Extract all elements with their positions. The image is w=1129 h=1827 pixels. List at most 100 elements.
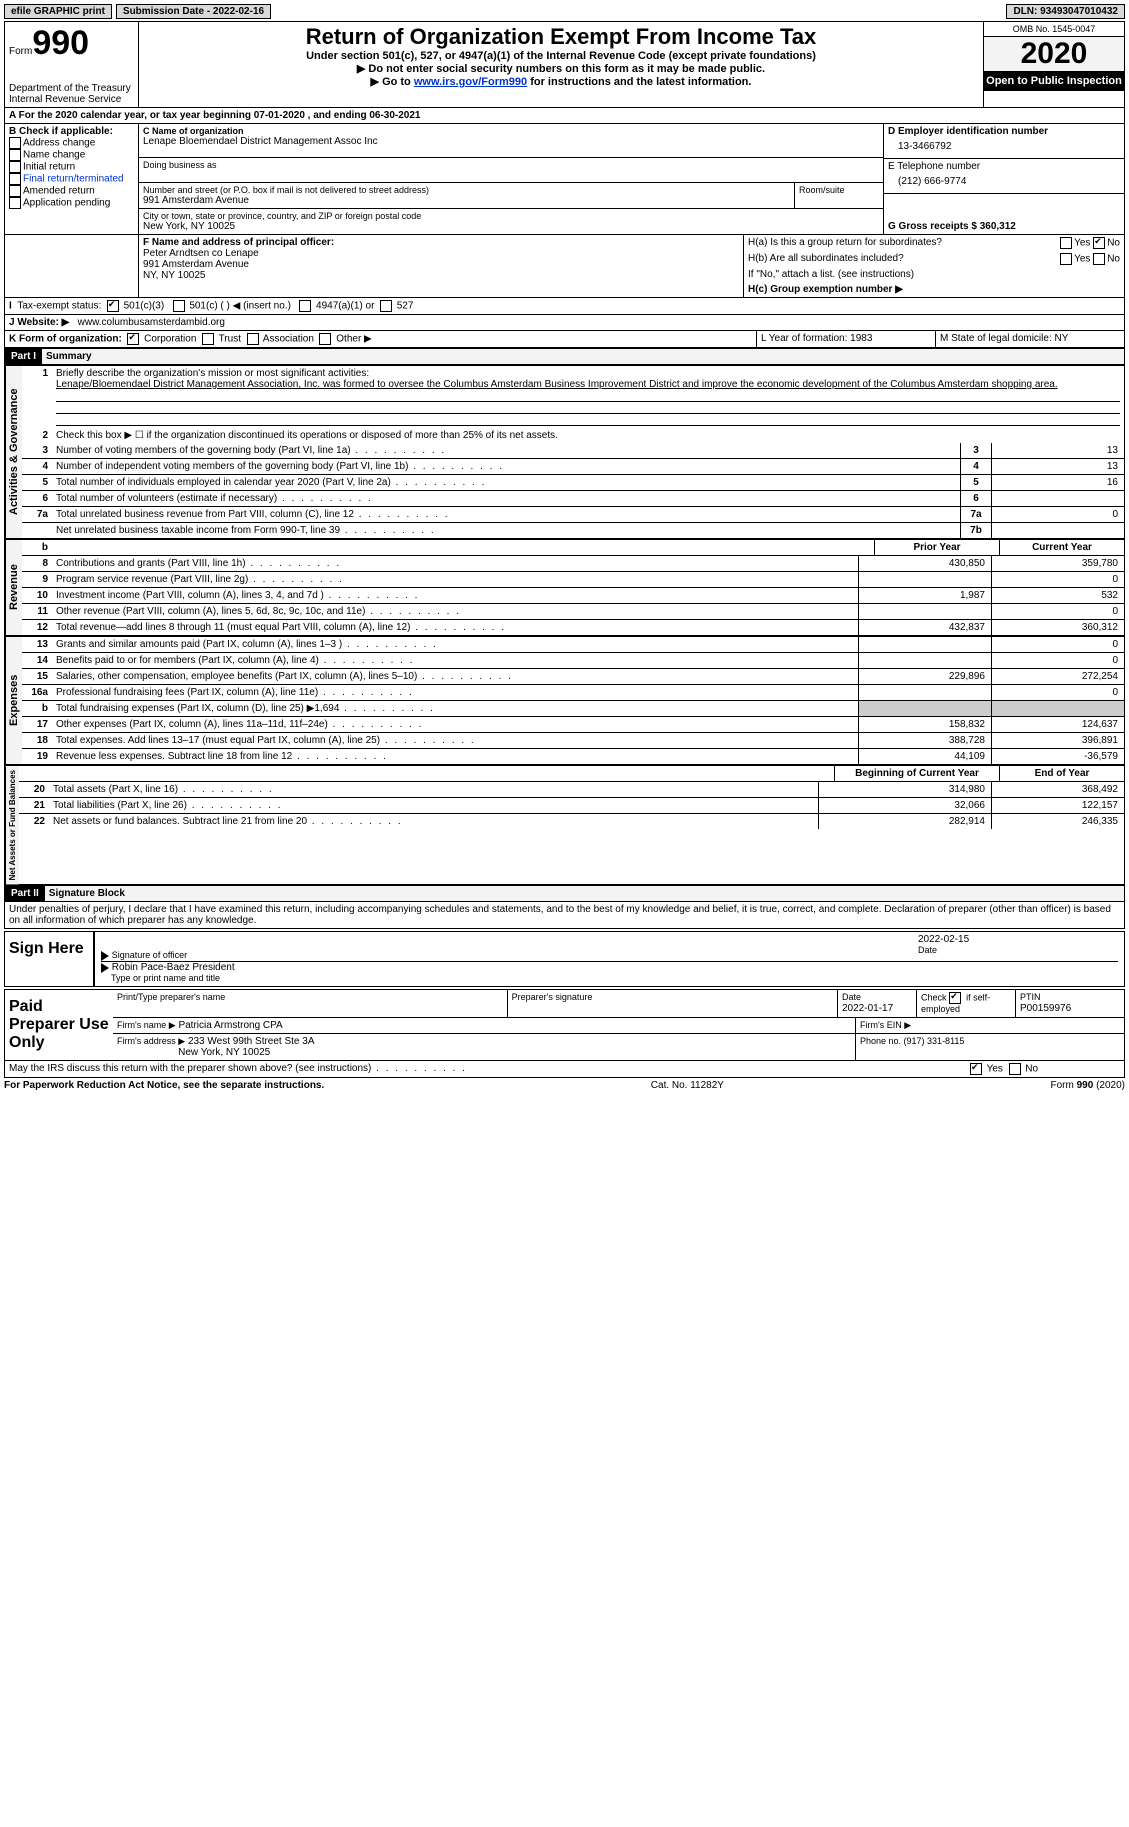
check-527[interactable] (380, 300, 392, 312)
officer-addr2: NY, NY 10025 (143, 270, 739, 281)
ha-label: H(a) Is this a group return for subordin… (748, 237, 1060, 249)
instructions-link[interactable]: www.irs.gov/Form990 (414, 76, 527, 88)
net-block: Net Assets or Fund Balances Beginning of… (4, 765, 1125, 885)
hb-label: H(b) Are all subordinates included? (748, 253, 1060, 265)
gov-block: Activities & Governance 1 Briefly descri… (4, 365, 1125, 539)
check-trust[interactable] (202, 333, 214, 345)
footer: For Paperwork Reduction Act Notice, see … (4, 1080, 1125, 1091)
check-final-return[interactable] (9, 173, 21, 185)
exp-side-label: Expenses (5, 637, 22, 764)
org-city: New York, NY 10025 (143, 221, 879, 232)
check-other[interactable] (319, 333, 331, 345)
check-501c3[interactable] (107, 300, 119, 312)
section-i: I Tax-exempt status: 501(c)(3) 501(c) ( … (4, 298, 1125, 315)
org-name: Lenape Bloemendael District Management A… (143, 136, 879, 147)
org-address: 991 Amsterdam Avenue (143, 195, 790, 206)
section-klm: K Form of organization: Corporation Trus… (4, 331, 1125, 348)
form-label: Form (9, 46, 32, 57)
officer-addr1: 991 Amsterdam Avenue (143, 259, 739, 270)
summary-row: bTotal fundraising expenses (Part IX, co… (22, 701, 1124, 717)
subtitle-3: ▶ Go to www.irs.gov/Form990 for instruct… (141, 75, 981, 88)
addr-label: Number and street (or P.O. box if mail i… (143, 185, 790, 195)
box-d-label: D Employer identification number (888, 126, 1120, 137)
hb-no[interactable] (1093, 253, 1105, 265)
summary-row: 11Other revenue (Part VIII, column (A), … (22, 604, 1124, 620)
summary-row: 22Net assets or fund balances. Subtract … (19, 814, 1124, 829)
discuss-yes[interactable] (970, 1063, 982, 1075)
check-assoc[interactable] (247, 333, 259, 345)
officer-name: Peter Arndtsen co Lenape (143, 248, 739, 259)
discuss-no[interactable] (1009, 1063, 1021, 1075)
mission-label: Briefly describe the organization's miss… (56, 368, 369, 379)
section-fh: F Name and address of principal officer:… (4, 235, 1125, 298)
hb-yes[interactable] (1060, 253, 1072, 265)
omb-number: OMB No. 1545-0047 (984, 22, 1124, 37)
check-4947[interactable] (299, 300, 311, 312)
discuss-row: May the IRS discuss this return with the… (4, 1061, 1125, 1078)
prep-date: 2022-01-17 (842, 1003, 893, 1014)
phone-value: (212) 666-9774 (888, 172, 1120, 191)
check-amended-return[interactable] (9, 185, 21, 197)
summary-row: 3Number of voting members of the governi… (22, 443, 1124, 459)
net-side-label: Net Assets or Fund Balances (5, 766, 19, 884)
summary-row: 12Total revenue—add lines 8 through 11 (… (22, 620, 1124, 635)
ha-no[interactable] (1093, 237, 1105, 249)
open-inspection: Open to Public Inspection (984, 71, 1124, 91)
arrow-icon (101, 963, 109, 973)
box-g: G Gross receipts $ 360,312 (888, 221, 1016, 232)
firm-addr2: New York, NY 10025 (178, 1047, 270, 1058)
form-number: 990 (32, 24, 89, 62)
part2-header: Part II Signature Block (4, 885, 1125, 902)
box-e-label: E Telephone number (888, 161, 1120, 172)
sign-here-label: Sign Here (5, 932, 93, 986)
line-2: Check this box ▶ ☐ if the organization d… (52, 428, 1124, 443)
website-value: www.columbusamsterdambid.org (78, 317, 225, 328)
part1-header: Part I Summary (4, 348, 1125, 365)
top-bar: efile GRAPHIC print Submission Date - 20… (4, 4, 1125, 19)
officer-name-title: Robin Pace-Baez President (112, 962, 235, 973)
summary-row: 13Grants and similar amounts paid (Part … (22, 637, 1124, 653)
ha-yes[interactable] (1060, 237, 1072, 249)
box-b-label: B Check if applicable: (9, 126, 134, 137)
section-bcdeg: B Check if applicable: Address change Na… (4, 124, 1125, 235)
paid-preparer-label: Paid Preparer Use Only (5, 990, 113, 1060)
col-prior: Prior Year (874, 540, 999, 555)
ein-value: 13-3466792 (888, 137, 1120, 156)
summary-row: 9Program service revenue (Part VIII, lin… (22, 572, 1124, 588)
dba-label: Doing business as (143, 160, 879, 170)
penalty-text: Under penalties of perjury, I declare th… (4, 902, 1125, 929)
paid-preparer-block: Paid Preparer Use Only Print/Type prepar… (4, 989, 1125, 1061)
rev-block: Revenue b Prior Year Current Year 8Contr… (4, 539, 1125, 636)
prep-phone: Phone no. (917) 331-8115 (860, 1036, 964, 1046)
line-a: A For the 2020 calendar year, or tax yea… (4, 108, 1125, 124)
summary-row: 7aTotal unrelated business revenue from … (22, 507, 1124, 523)
col-begin: Beginning of Current Year (834, 766, 999, 781)
summary-row: 10Investment income (Part VIII, column (… (22, 588, 1124, 604)
dept-line-1: Department of the Treasury (9, 83, 134, 94)
subtitle-2: ▶ Do not enter social security numbers o… (141, 62, 981, 75)
check-application-pending[interactable] (9, 197, 21, 209)
hb-note: If "No," attach a list. (see instruction… (744, 267, 1124, 282)
check-name-change[interactable] (9, 149, 21, 161)
check-initial-return[interactable] (9, 161, 21, 173)
dept-line-2: Internal Revenue Service (9, 94, 134, 105)
check-self-employed[interactable] (949, 992, 961, 1004)
summary-row: 18Total expenses. Add lines 13–17 (must … (22, 733, 1124, 749)
check-501c[interactable] (173, 300, 185, 312)
check-address-change[interactable] (9, 137, 21, 149)
tax-year: 2020 (984, 37, 1124, 71)
section-j: J Website: ▶ www.columbusamsterdambid.or… (4, 315, 1125, 331)
room-label: Room/suite (799, 185, 879, 195)
summary-row: 14Benefits paid to or for members (Part … (22, 653, 1124, 669)
col-current: Current Year (999, 540, 1124, 555)
summary-row: 17Other expenses (Part IX, column (A), l… (22, 717, 1124, 733)
footer-left: For Paperwork Reduction Act Notice, see … (4, 1080, 324, 1091)
box-c-name-label: C Name of organization (143, 126, 879, 136)
summary-row: 16aProfessional fundraising fees (Part I… (22, 685, 1124, 701)
summary-row: 8Contributions and grants (Part VIII, li… (22, 556, 1124, 572)
summary-row: 4Number of independent voting members of… (22, 459, 1124, 475)
subtitle-1: Under section 501(c), 527, or 4947(a)(1)… (141, 50, 981, 62)
efile-button[interactable]: efile GRAPHIC print (4, 4, 112, 19)
check-corp[interactable] (127, 333, 139, 345)
box-l: L Year of formation: 1983 (757, 331, 936, 347)
